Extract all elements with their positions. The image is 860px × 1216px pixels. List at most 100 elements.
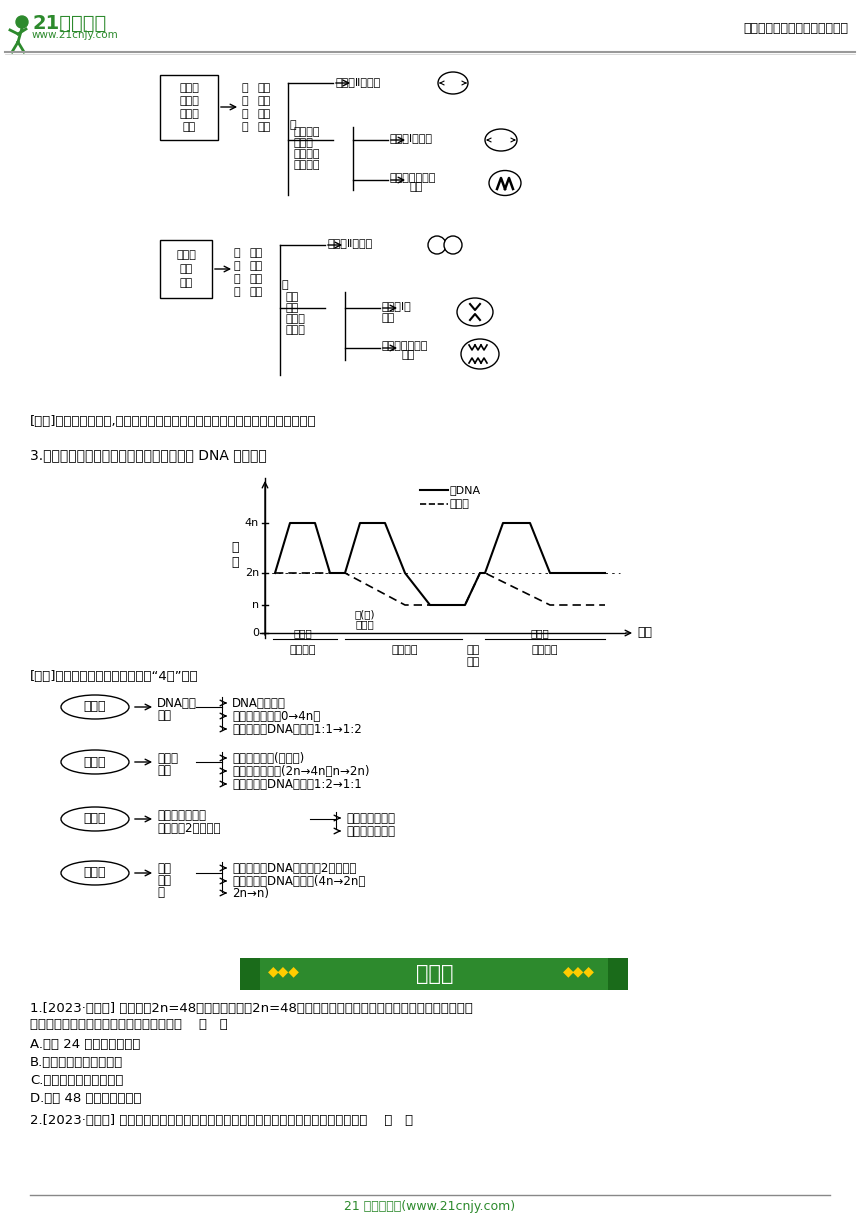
Ellipse shape <box>485 129 517 151</box>
Text: 是否: 是否 <box>249 248 262 258</box>
Text: 分: 分 <box>234 248 240 258</box>
Text: 染色体或核DNA数减半(4n→2n或: 染色体或核DNA数减半(4n→2n或 <box>232 876 366 888</box>
Text: 有丝分裂: 有丝分裂 <box>290 644 316 655</box>
Bar <box>160 75 218 140</box>
Text: 位置: 位置 <box>182 122 195 133</box>
Text: 分: 分 <box>242 83 249 92</box>
Text: 分为: 分为 <box>157 874 171 886</box>
Text: 染色体与核DNA数之比1:1→1:2: 染色体与核DNA数之比1:1→1:2 <box>232 724 362 736</box>
Text: 原因三: 原因三 <box>83 812 107 826</box>
Text: 受精卵: 受精卵 <box>531 627 550 638</box>
Text: 无：减Ⅱ，如图: 无：减Ⅱ，如图 <box>335 77 380 88</box>
Text: 2n→n): 2n→n) <box>232 886 269 900</box>
Text: 道板两侧: 道板两侧 <box>294 161 321 170</box>
Text: 复制: 复制 <box>157 709 171 722</box>
Text: [注意]牢记相关物质或结构变化的“4点”原因: [注意]牢记相关物质或结构变化的“4点”原因 <box>30 670 199 683</box>
Ellipse shape <box>61 696 129 719</box>
Text: 数
量: 数 量 <box>231 541 239 569</box>
Text: 原因二: 原因二 <box>83 755 107 769</box>
Text: 色体: 色体 <box>249 287 262 297</box>
Text: 是否: 是否 <box>257 83 270 92</box>
Text: 是：减Ⅰ，: 是：减Ⅰ， <box>382 302 412 311</box>
Text: 裂: 裂 <box>242 96 249 106</box>
Text: 裂: 裂 <box>234 261 240 271</box>
Text: 2.[2023·天津卷] 如图甲、乙、丙是某动物精巢中细胞减数分裂图像，有关说法正确的是    （   ）: 2.[2023·天津卷] 如图甲、乙、丙是某动物精巢中细胞减数分裂图像，有关说法… <box>30 1114 413 1127</box>
Text: 染色单体形成（0→4n）: 染色单体形成（0→4n） <box>232 710 320 724</box>
Ellipse shape <box>457 298 493 326</box>
Text: 减数分裂: 减数分裂 <box>392 644 418 655</box>
Text: 原因四: 原因四 <box>83 867 107 879</box>
Ellipse shape <box>461 339 499 368</box>
Text: 分别进入2个子细胞: 分别进入2个子细胞 <box>157 822 220 835</box>
Text: 2n: 2n <box>245 568 259 578</box>
Text: n: n <box>252 599 259 610</box>
Text: 原因一: 原因一 <box>83 700 107 714</box>
Text: 排列在: 排列在 <box>179 96 199 106</box>
Text: 3.减数分裂和有丝分裂过程中的染色体与核 DNA 数量变化: 3.减数分裂和有丝分裂过程中的染色体与核 DNA 数量变化 <box>30 447 267 462</box>
Text: 如图: 如图 <box>410 182 423 192</box>
Text: 有同: 有同 <box>257 96 270 106</box>
Text: 是否: 是否 <box>286 292 299 302</box>
Text: 中小学教育资源及组卷应用平台: 中小学教育资源及组卷应用平台 <box>743 22 848 34</box>
Text: 同源染色: 同源染色 <box>294 126 321 137</box>
Ellipse shape <box>61 861 129 885</box>
Text: 有丝分裂: 有丝分裂 <box>531 644 558 655</box>
Ellipse shape <box>61 750 129 775</box>
Bar <box>240 958 260 990</box>
Ellipse shape <box>61 807 129 831</box>
Text: [注意]减数分裂过程中,初级卵母细胞和次级卵母细胞的细胞质进行不均等分裂。: [注意]减数分裂过程中,初级卵母细胞和次级卵母细胞的细胞质进行不均等分裂。 <box>30 415 316 428</box>
Text: 作用: 作用 <box>466 657 480 668</box>
Text: 移向: 移向 <box>180 264 193 274</box>
Text: 色体: 色体 <box>257 122 270 133</box>
Text: 二: 二 <box>157 886 164 899</box>
Text: 染色体或核DNA分别进入2个子细胞: 染色体或核DNA分别进入2个子细胞 <box>232 862 356 876</box>
Text: 排列在赤: 排列在赤 <box>294 150 321 159</box>
Text: 赤道板: 赤道板 <box>179 109 199 119</box>
Text: 染色体数目减半: 染色体数目减半 <box>346 824 395 838</box>
Text: D.含有 48 个四分体的细胞: D.含有 48 个四分体的细胞 <box>30 1092 142 1105</box>
Text: 分裂: 分裂 <box>157 764 171 777</box>
Text: 如图: 如图 <box>402 350 415 360</box>
Text: 4n: 4n <box>245 518 259 528</box>
Text: 同源染色体消失: 同源染色体消失 <box>346 812 395 824</box>
Text: 时期: 时期 <box>637 626 652 640</box>
Text: DNA分子: DNA分子 <box>157 697 197 710</box>
Text: C.染色体移到两极的细胞: C.染色体移到两极的细胞 <box>30 1074 123 1087</box>
Text: 这样考: 这样考 <box>416 964 454 984</box>
Text: 有: 有 <box>282 280 289 289</box>
Ellipse shape <box>444 236 462 254</box>
Text: 精(卵): 精(卵) <box>354 609 375 619</box>
Text: 核DNA: 核DNA <box>450 485 481 495</box>
Text: 0: 0 <box>252 627 259 638</box>
Text: 染色体: 染色体 <box>176 250 196 260</box>
Text: 染色体与核DNA数之比1:2→1:1: 染色体与核DNA数之比1:2→1:1 <box>232 778 362 790</box>
Bar <box>608 958 628 990</box>
Text: 源染: 源染 <box>257 109 270 119</box>
Text: 染色体: 染色体 <box>450 499 470 510</box>
Text: DNA数目加倍: DNA数目加倍 <box>232 697 286 710</box>
Text: 有: 有 <box>290 120 297 130</box>
Ellipse shape <box>438 72 468 94</box>
Text: 源染: 源染 <box>249 274 262 285</box>
Circle shape <box>16 16 28 28</box>
Text: 如图: 如图 <box>382 313 396 323</box>
Ellipse shape <box>428 236 446 254</box>
Text: ◆◆◆: ◆◆◆ <box>268 964 300 978</box>
Text: 期: 期 <box>242 122 249 133</box>
Text: 有同: 有同 <box>249 261 262 271</box>
Text: 期: 期 <box>234 287 240 297</box>
Text: A.含有 24 条染色体的细胞: A.含有 24 条染色体的细胞 <box>30 1038 140 1051</box>
Text: 体是否: 体是否 <box>294 137 314 148</box>
Text: 同源染色体分离: 同源染色体分离 <box>157 809 206 822</box>
Text: 后: 后 <box>234 274 240 285</box>
Text: 原细胞: 原细胞 <box>356 619 374 629</box>
Text: 21 世纪教育网(www.21cnjy.com): 21 世纪教育网(www.21cnjy.com) <box>345 1200 515 1214</box>
Text: 是：减Ⅰ，如图: 是：减Ⅰ，如图 <box>390 133 433 143</box>
Text: 否：有丝分裂，: 否：有丝分裂， <box>382 340 428 351</box>
Text: 色单体: 色单体 <box>286 325 306 334</box>
Text: ◆◆◆: ◆◆◆ <box>563 964 595 978</box>
Text: 否：有丝分裂，: 否：有丝分裂， <box>390 173 436 182</box>
Text: 受精: 受精 <box>466 644 480 655</box>
Text: 两极: 两极 <box>180 278 193 288</box>
Text: www.21cnjy.com: www.21cnjy.com <box>32 30 119 40</box>
